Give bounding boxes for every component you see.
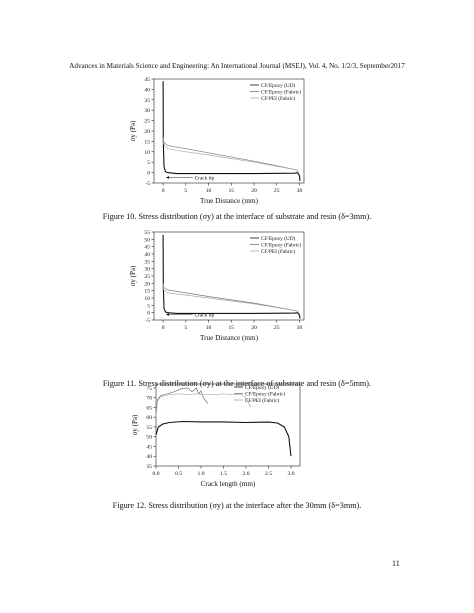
y-tick-label: 70 (146, 396, 152, 402)
y-tick-label: 30 (144, 267, 150, 273)
x-tick-label: 0 (162, 325, 165, 331)
x-tick-label: 5 (184, 325, 187, 331)
x-tick-label: 25 (274, 325, 280, 331)
y-tick-label: 0 (147, 171, 150, 177)
y-tick-label: 45 (144, 77, 150, 83)
x-tick-label: 0.5 (175, 471, 182, 477)
y-tick-label: 55 (146, 425, 152, 431)
figure-10-chart: -5 0 5 10 15 20 25 30 35 40 45 0 5 10 15 20 25 30 True Dis… (122, 73, 362, 211)
x-tick-label: 20 (251, 188, 257, 194)
crack-tip-arrowhead (166, 176, 170, 179)
legend-entry: CF/Epoxy (Fabric) (261, 241, 301, 248)
x-tick-label: 2.5 (265, 471, 272, 477)
crack-tip-annotation: Crack tip (195, 313, 215, 319)
y-tick-label: 10 (144, 296, 150, 302)
x-tick-label: 15 (228, 188, 234, 194)
y-tick-label: 5 (147, 303, 150, 309)
x-tick-label: 0.0 (153, 471, 160, 477)
x-tick-label: 0 (162, 188, 165, 194)
series-line-1 (162, 81, 301, 181)
figure-10-caption: Figure 10. Stress distribution (σy) at t… (102, 212, 372, 221)
x-tick-label: 5 (184, 188, 187, 194)
figure-12-chart: 35 40 45 50 55 60 65 70 75 0.0 0.5 1.0 1.5 2.0 2.5 3.0 C… (122, 375, 362, 495)
crack-tip-arrowhead (166, 313, 170, 316)
x-tick-label: 10 (206, 325, 212, 331)
y-tick-label: 45 (146, 444, 152, 450)
y-tick-label: 25 (144, 119, 150, 125)
x-axis-label: Crack length (mm) (201, 480, 256, 488)
y-tick-label: 35 (146, 464, 152, 470)
legend-entry: CF/PEI (Fabric) (261, 95, 296, 102)
series-line-1 (155, 420, 292, 457)
legend-entry: CF/Epoxy (UD) (261, 82, 296, 89)
y-tick-label: 0 (147, 311, 150, 317)
x-tick-label: 10 (206, 188, 212, 194)
legend-entry: CF/Epoxy (Fabric) (261, 88, 301, 95)
legend-entry: CF/Epoxy (UD) (245, 384, 280, 391)
series-line-1 (162, 234, 301, 319)
y-tick-label: 10 (144, 150, 150, 156)
series-line-2 (162, 284, 300, 315)
figure-11-chart: -5 0 5 10 15 20 25 30 35 40 45 50 55 0 5 10 15 20 25 30 True… (122, 230, 362, 366)
legend-entry: CF/PEI (Fabric) (245, 397, 280, 404)
y-tick-label: 15 (144, 139, 150, 145)
y-tick-label: 5 (147, 160, 150, 166)
y-tick-label: 40 (146, 454, 152, 460)
y-tick-label: 20 (144, 281, 150, 287)
x-tick-label: 1.5 (220, 471, 227, 477)
x-tick-label: 3.0 (288, 471, 295, 477)
x-axis-label: True Distance (mm) (200, 334, 259, 342)
y-tick-label: 40 (144, 252, 150, 258)
y-tick-label: -5 (145, 318, 150, 324)
y-axis-label: σy (Pa) (129, 120, 137, 141)
y-tick-label: 65 (146, 405, 152, 411)
y-tick-label: 45 (144, 245, 150, 251)
page-number: 11 (392, 559, 400, 568)
y-tick-label: 25 (144, 274, 150, 280)
journal-header: Advances in Materials Science and Engine… (69, 62, 405, 70)
y-tick-label: 55 (144, 230, 150, 236)
plot-frame (155, 383, 301, 467)
figure-11-caption: Figure 11. Stress distribution (σy) at t… (102, 379, 372, 388)
series-line-2 (162, 139, 300, 175)
y-tick-label: 35 (144, 259, 150, 265)
series-line-3 (162, 137, 300, 175)
x-tick-label: 25 (274, 188, 280, 194)
y-tick-label: -5 (145, 181, 150, 187)
x-tick-label: 20 (251, 325, 257, 331)
y-axis-label: σy (Pa) (131, 414, 139, 435)
x-tick-label: 1.0 (198, 471, 205, 477)
y-tick-label: 75 (146, 386, 152, 392)
series-line-3 (155, 393, 251, 418)
figure-12-caption: Figure 12. Stress distribution (σy) at t… (112, 501, 362, 510)
x-tick-label: 30 (297, 188, 303, 194)
crack-tip-annotation: Crack tip (195, 176, 215, 182)
legend-entry: CF/Epoxy (UD) (261, 235, 296, 242)
y-axis-label: σy (Pa) (129, 265, 137, 286)
legend-entry: CF/PEI (Fabric) (261, 248, 296, 255)
x-tick-label: 15 (228, 325, 234, 331)
series-line-2 (155, 387, 209, 416)
y-tick-label: 40 (144, 87, 150, 93)
legend-entry: CF/Epoxy (Fabric) (245, 390, 285, 397)
y-tick-label: 50 (144, 237, 150, 243)
y-tick-label: 60 (146, 415, 152, 421)
series-line-3 (162, 283, 300, 315)
x-tick-label: 2.0 (243, 471, 250, 477)
y-tick-label: 35 (144, 98, 150, 104)
y-tick-label: 15 (144, 289, 150, 295)
x-axis-label: True Distance (mm) (200, 197, 259, 205)
x-tick-label: 30 (297, 325, 303, 331)
y-tick-label: 50 (146, 435, 152, 441)
y-tick-label: 30 (144, 108, 150, 114)
y-tick-label: 20 (144, 129, 150, 135)
